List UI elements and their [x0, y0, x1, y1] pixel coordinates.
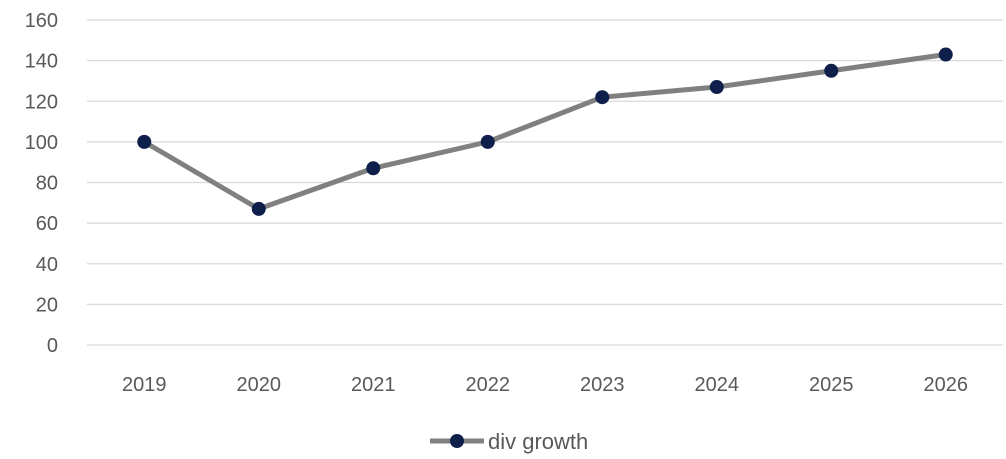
data-point	[137, 134, 152, 149]
gridlines	[87, 19, 1003, 346]
y-tick-label: 20	[36, 294, 58, 316]
legend-label: div growth	[488, 429, 588, 454]
data-point	[938, 47, 953, 62]
data-point	[480, 134, 495, 149]
y-tick-label: 80	[36, 173, 58, 195]
x-tick-label: 2025	[809, 374, 854, 396]
x-tick-label: 2019	[122, 374, 167, 396]
x-tick-label: 2024	[695, 374, 740, 396]
x-tick-label: 2022	[466, 374, 511, 396]
legend: div growth	[430, 429, 588, 454]
x-tick-label: 2021	[351, 374, 396, 396]
y-tick-label: 0	[47, 335, 58, 357]
x-tick-label: 2026	[924, 374, 969, 396]
y-tick-label: 140	[25, 51, 58, 73]
series-layer	[137, 47, 953, 216]
data-point	[709, 80, 724, 95]
series-line	[141, 52, 949, 212]
y-tick-label: 160	[25, 10, 58, 32]
data-point	[366, 161, 381, 176]
x-axis: 2019 2020 2021 2022 2023 2024 2025 2026	[122, 374, 968, 396]
x-tick-label: 2020	[237, 374, 282, 396]
legend-marker	[450, 434, 464, 448]
data-point	[251, 201, 266, 216]
y-tick-label: 100	[25, 132, 58, 154]
y-tick-label: 40	[36, 254, 58, 276]
data-point	[824, 63, 839, 78]
y-tick-label: 120	[25, 91, 58, 113]
x-tick-label: 2023	[580, 374, 625, 396]
data-point	[595, 90, 610, 105]
y-tick-label: 60	[36, 213, 58, 235]
y-axis: 0 20 40 60 80 100 120 140 160	[25, 10, 58, 357]
